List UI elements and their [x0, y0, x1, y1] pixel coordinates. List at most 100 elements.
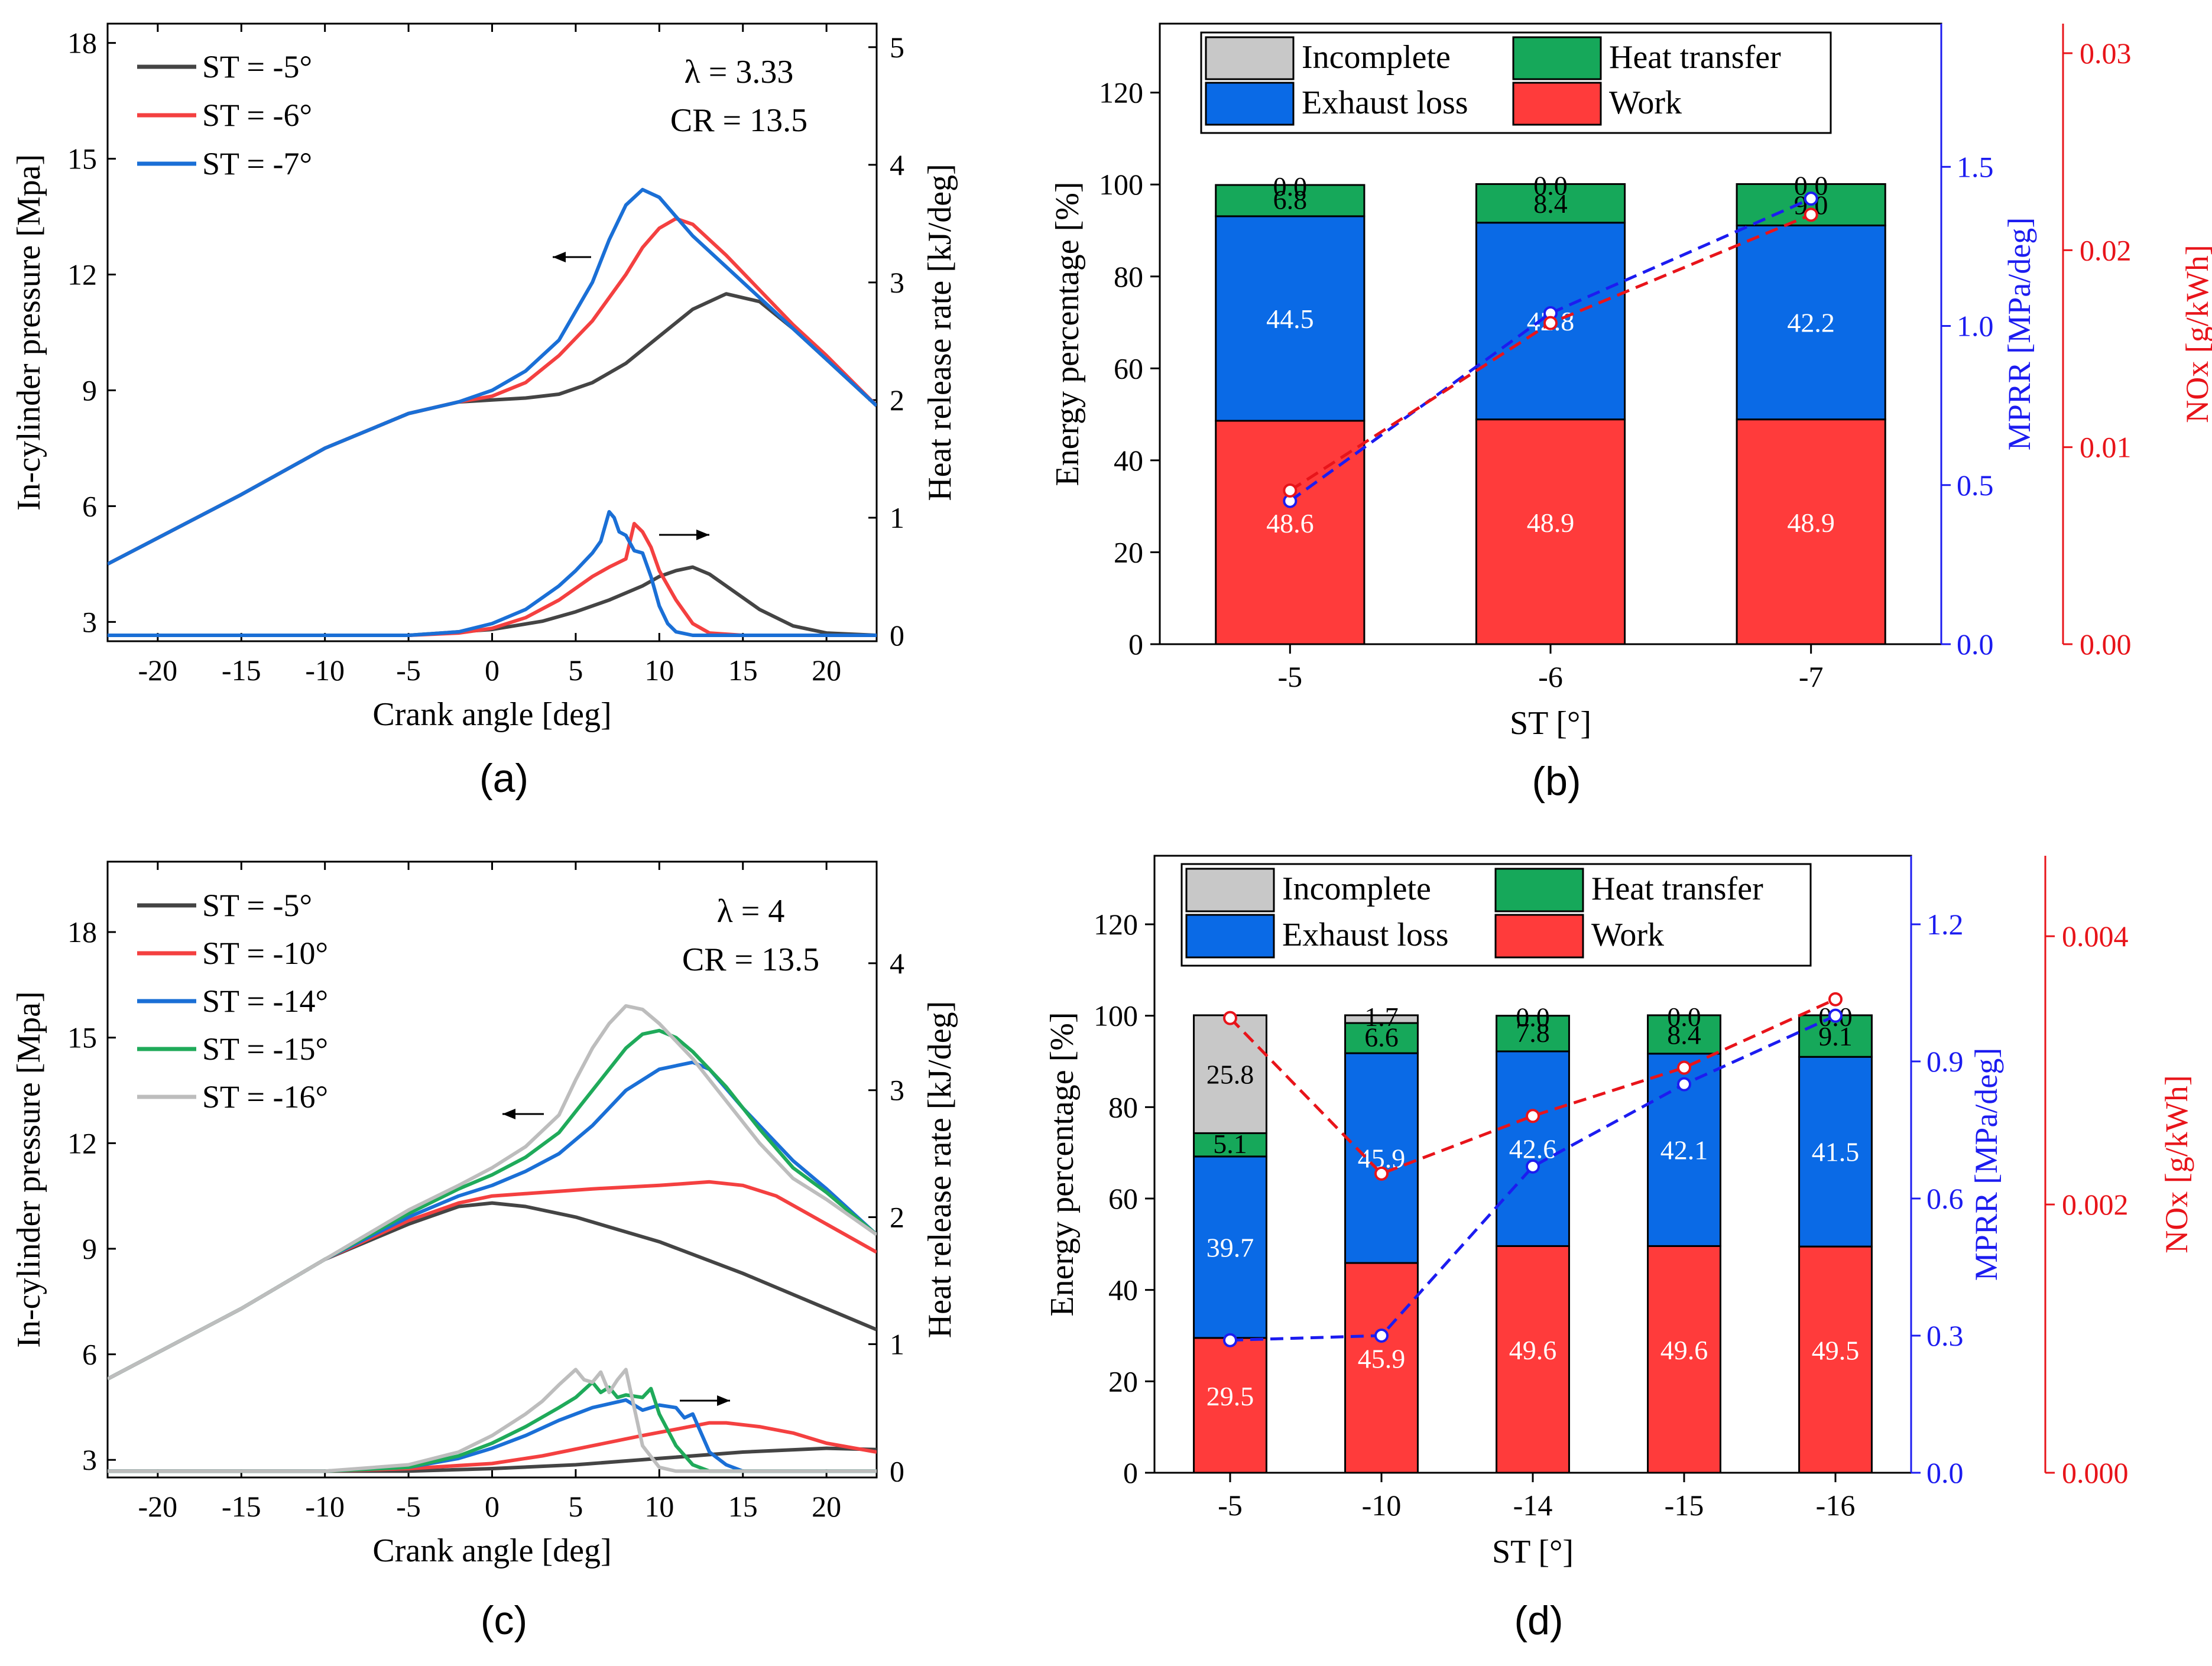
bar-segment-work [1496, 1245, 1570, 1474]
x-tick-label: -10 [305, 1490, 345, 1523]
mprr-tick-label: 0.0 [1926, 1456, 1964, 1489]
bar-label: 41.5 [1812, 1137, 1860, 1167]
mprr-tick-label: 1.5 [1957, 150, 1994, 183]
y-tick-label: 9 [82, 1232, 97, 1265]
x-tick-label: 15 [728, 1490, 758, 1523]
x-tick-label: 15 [728, 654, 758, 687]
legend-swatch [1494, 868, 1584, 912]
y-tick-label: 20 [1114, 535, 1143, 569]
bar-segment-heat-transfer [1193, 1132, 1267, 1158]
bar-segment-heat-transfer [1344, 1022, 1419, 1054]
legend-label: ST = -6° [202, 98, 312, 133]
mprr-tick-label: 0.5 [1957, 469, 1994, 502]
nox-tick-label: 0.002 [2062, 1188, 2129, 1221]
bar-label: 0.0 [1273, 171, 1308, 202]
legend-swatch [1185, 868, 1275, 912]
y-tick-label: 6 [82, 1338, 97, 1371]
nox-marker [1374, 1166, 1389, 1181]
x-tick-label: -5 [1278, 660, 1303, 693]
x-axis-label: ST [°] [1492, 1534, 1574, 1570]
x-tick-label: -15 [222, 654, 261, 687]
x-tick-label: -16 [1816, 1489, 1856, 1522]
bar-label: 0.0 [1667, 1002, 1701, 1032]
y-axis-label: In-cylinder pressure [Mpa] [11, 991, 47, 1347]
x-tick-label: 20 [812, 654, 841, 687]
y-tick-label: 80 [1114, 260, 1143, 293]
y2-tick-label: 1 [890, 501, 904, 534]
y2-tick-label: 3 [890, 1074, 904, 1107]
bar-label: 1.7 [1364, 1002, 1399, 1032]
legend-label: Heat transfer [1609, 39, 1781, 76]
bar-segment-exhaust-loss [1798, 1056, 1873, 1248]
bar-label: 42.6 [1509, 1134, 1557, 1164]
bar-segment-work [1736, 418, 1886, 645]
bar-label: 0.0 [1516, 1002, 1550, 1032]
nox-marker [1828, 992, 1843, 1006]
bar-segment-incomplete [1344, 1014, 1419, 1024]
x-tick-label: 5 [568, 654, 583, 687]
y-tick-label: 15 [67, 142, 97, 176]
y-tick-label: 120 [1094, 908, 1138, 941]
y-tick-label: 20 [1108, 1365, 1138, 1398]
bar-label: 39.7 [1206, 1232, 1254, 1262]
y-tick-label: 120 [1099, 76, 1143, 109]
legend-label: Exhaust loss [1282, 917, 1449, 953]
bar-segment-work [1647, 1245, 1721, 1474]
panel-b: 48.644.56.80.048.942.88.40.048.942.29.00… [1049, 22, 2212, 804]
y-tick-label: 18 [67, 915, 97, 949]
nox-tick-label: 0.00 [2080, 628, 2132, 661]
legend-swatch [1185, 914, 1275, 959]
x-tick-label: -7 [1799, 660, 1824, 693]
panel-label: (b) [1532, 759, 1581, 804]
legend-swatch [1205, 36, 1295, 80]
bar-label: 29.5 [1206, 1381, 1254, 1411]
arrow-head [717, 1395, 730, 1406]
x-tick-label: -20 [138, 654, 178, 687]
bar-segment-exhaust-loss [1215, 215, 1366, 422]
nox-marker [1543, 316, 1558, 330]
bar-label: 6.6 [1364, 1022, 1399, 1053]
mprr-marker [1677, 1077, 1691, 1092]
mprr-axis-label: MPRR [MPa/deg] [1968, 1048, 2004, 1281]
x-tick-label: 10 [644, 654, 674, 687]
bar-label: 48.9 [1787, 508, 1835, 538]
y-tick-label: 12 [67, 1126, 97, 1160]
y-tick-label: 3 [82, 1443, 97, 1476]
annotation: CR = 13.5 [682, 941, 819, 978]
mprr-line [1289, 197, 1812, 502]
legend-swatch [1494, 914, 1584, 959]
bar-label: 44.5 [1266, 304, 1314, 334]
series-line [108, 522, 877, 637]
panel-label: (a) [479, 756, 528, 801]
legend-label: ST = -5° [202, 888, 312, 923]
y-tick-label: 0 [1123, 1456, 1138, 1489]
legend-label: ST = -15° [202, 1031, 328, 1067]
y-tick-label: 18 [67, 27, 97, 60]
bar-label: 25.8 [1206, 1060, 1254, 1090]
y2-tick-label: 0 [890, 619, 904, 652]
bar-segment-work [1193, 1337, 1267, 1474]
annotation: λ = 3.33 [685, 54, 794, 90]
mprr-tick-label: 1.2 [1926, 908, 1964, 941]
mprr-tick-label: 0.3 [1926, 1319, 1964, 1352]
x-axis-label: Crank angle [deg] [372, 696, 611, 733]
series-line [108, 1028, 877, 1381]
x-tick-label: 10 [644, 1490, 674, 1523]
bar-label: 9.1 [1818, 1021, 1853, 1051]
x-tick-label: -10 [305, 654, 345, 687]
nox-marker [1804, 207, 1818, 222]
legend-label: Work [1591, 917, 1664, 953]
legend-label: ST = -5° [202, 49, 312, 85]
series-line [108, 1380, 877, 1473]
panel-a: -20 -15 -10 -5 0 5 10 15 20369121518012345Crank … [11, 22, 958, 801]
y-axis-label: Energy percentage [%] [1049, 181, 1086, 486]
bar-segment-exhaust-loss [1736, 224, 1886, 421]
legend-label: ST = -14° [202, 983, 328, 1019]
panel-label: (d) [1514, 1598, 1563, 1643]
x-tick-label: -15 [222, 1490, 261, 1523]
bar-label: 42.1 [1660, 1135, 1708, 1165]
x-tick-label: 20 [812, 1490, 841, 1523]
mprr-marker [1223, 1333, 1237, 1347]
y2-tick-label: 2 [890, 384, 904, 417]
series-line [108, 1421, 877, 1473]
